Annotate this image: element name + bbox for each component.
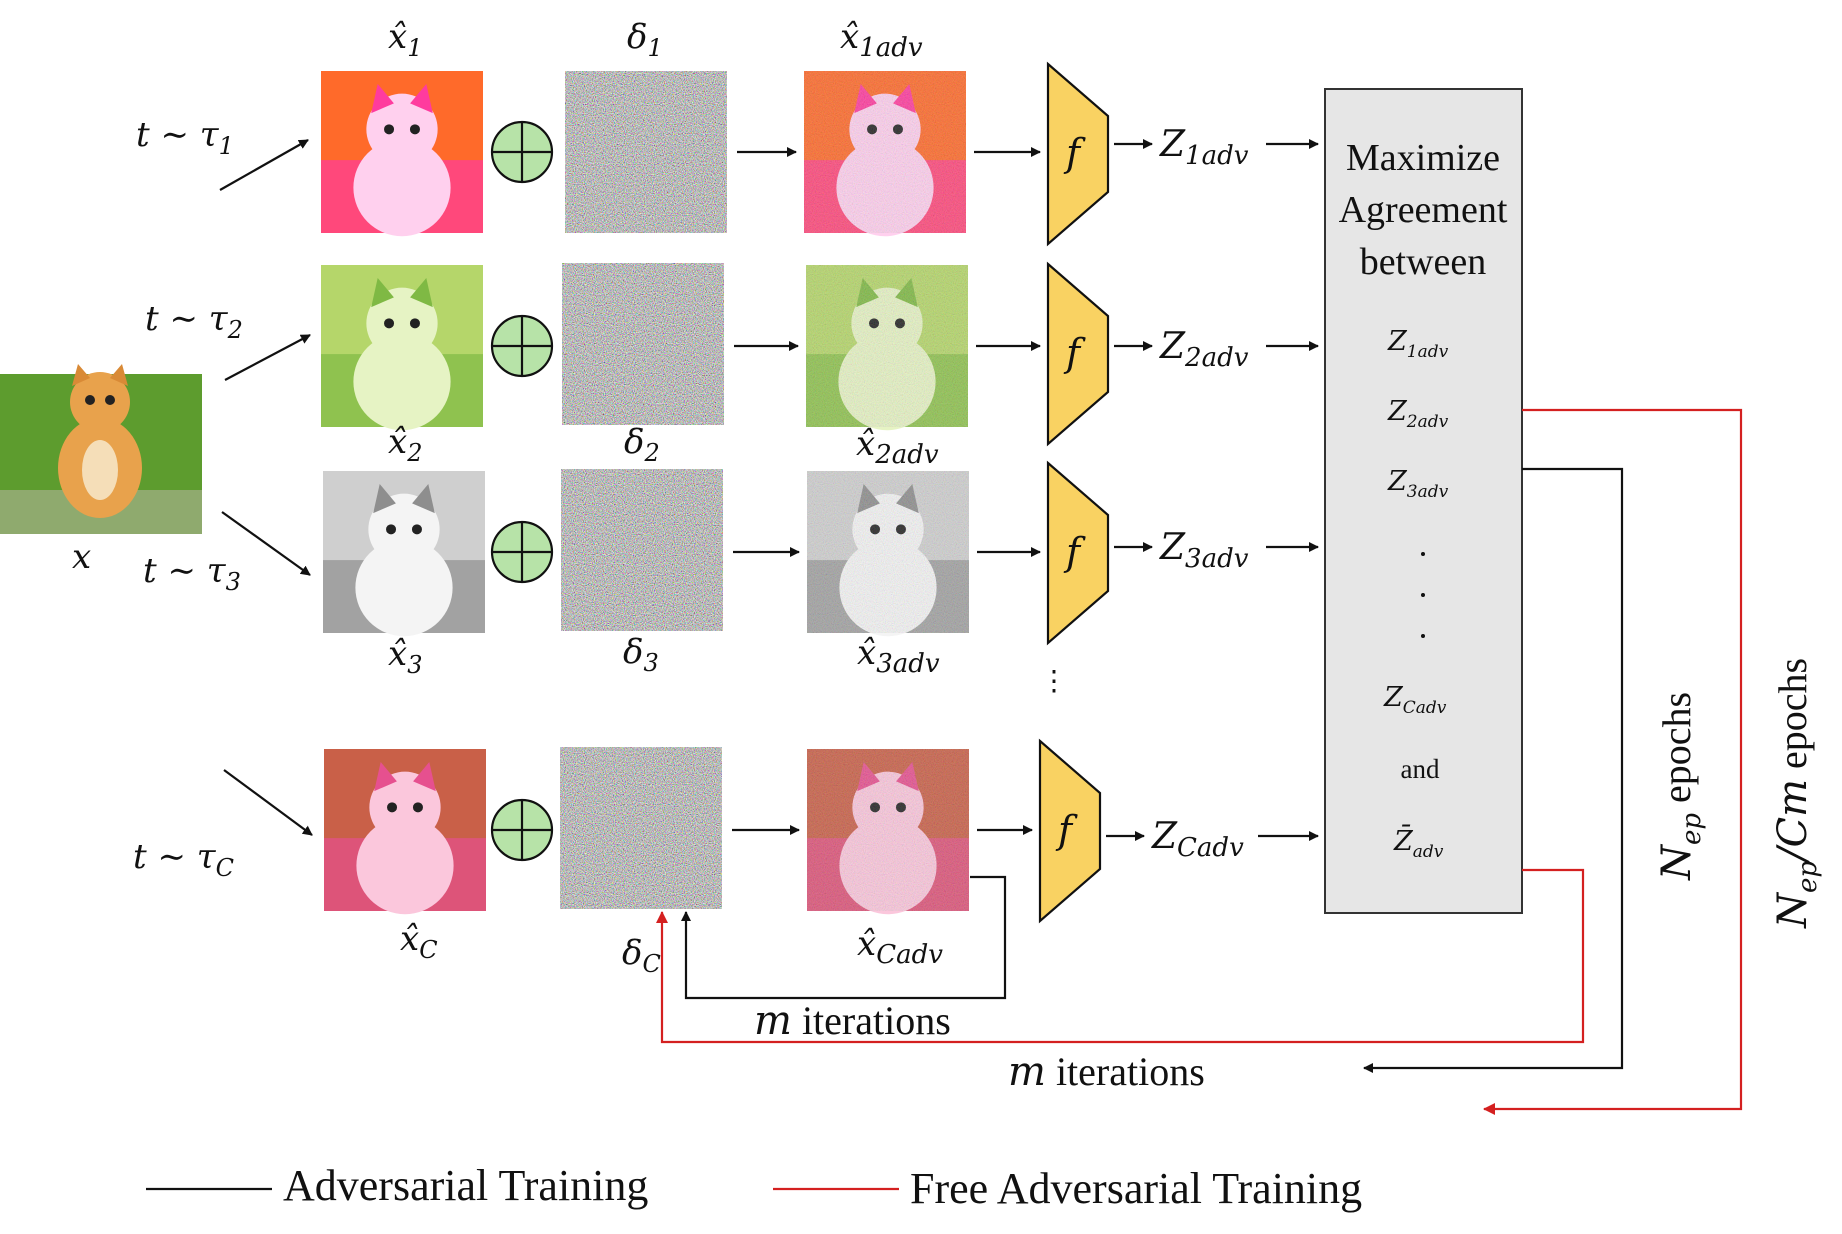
row-1 [321,61,1319,247]
agreement-z1: Z1adv [1387,326,1449,362]
encoder-f-C [1038,738,1102,924]
xhat-image-2 [321,265,483,431]
xhat-image-C [324,749,486,915]
outer-loop-label: m iterations [1008,1049,1205,1095]
agreement-z3: Z3adv [1387,466,1449,502]
oplus-icon-C [490,798,554,862]
oplus-icon-3 [490,520,554,584]
row-2 [321,261,1319,447]
xadv-image-3 [807,471,969,637]
transform-label-1: t ∼ τ1 [136,115,234,160]
z-label-2: Z2adv [1159,326,1249,373]
xadv-image-1 [804,71,966,237]
xadv-label-2: x̂2adv [856,424,939,470]
xadv-label-3: x̂3adv [857,633,940,679]
arrow-t2 [224,334,311,381]
xadv-label-1: x̂1adv [840,17,923,63]
xhat-label-3: x̂3 [388,634,422,679]
agreement-title-2: Agreement [1339,189,1508,231]
agreement-and: and [1401,754,1440,784]
xhat-image-3 [323,471,485,637]
perturbation-delta-C [560,747,722,909]
free-inner-loop-line [656,868,1585,1044]
delta-label-1: δ1 [627,17,663,62]
encoder-f-2 [1046,261,1110,447]
z-label-1: Z1adv [1159,124,1249,171]
xadv-label-C: x̂Cadv [857,924,943,970]
inner-loop-line [681,875,1007,1000]
transform-label-2: t ∼ τ2 [145,299,243,344]
nep-cm-epochs-label: Nep/Cmepochs [1770,658,1823,929]
z-label-C: ZCadv [1151,816,1244,863]
agreement-title-3: between [1360,241,1487,283]
agreement-dots [1421,552,1425,638]
encoder-f-1 [1046,61,1110,247]
delta-label-C: δC [622,933,661,978]
agreement-zC: ZCadv [1383,682,1447,718]
row-3 [323,460,1319,646]
free-outer-loop-line [1483,408,1743,1115]
delta-label-2: δ2 [624,422,660,467]
transform-label-C: t ∼ τC [133,837,234,882]
encoder-f-3 [1046,460,1110,646]
xhat-image-1 [321,71,483,237]
z-label-3: Z3adv [1159,527,1249,574]
xhat-label-C: x̂C [400,919,438,964]
input-label: x [72,537,91,577]
perturbation-delta-3 [561,469,723,631]
arrow-t3 [221,511,311,576]
agreement-title-1: Maximize [1346,137,1500,179]
perturbation-delta-2 [562,263,724,425]
agreement-zbar: Z̄adv [1393,823,1444,862]
row-ellipsis: ⋮ [1040,666,1068,697]
xadv-image-C [807,749,969,915]
legend-free-label: Free Adversarial Training [910,1164,1362,1213]
delta-label-3: δ3 [623,632,659,677]
arrow-t1 [219,139,309,191]
agreement-box [1324,88,1523,914]
inner-loop-label: m iterations [754,998,951,1044]
xhat-label-1: x̂1 [388,17,422,62]
input-image [0,364,202,534]
oplus-icon-2 [490,314,554,378]
xhat-label-2: x̂2 [388,422,422,467]
xadv-image-2 [806,265,968,431]
agreement-z2: Z2adv [1387,396,1449,432]
arrow-tC [223,769,313,836]
outer-loop-line [1363,467,1624,1073]
transform-label-3: t ∼ τ3 [143,551,241,596]
row-C [324,738,1319,924]
legend-adv-label: Adversarial Training [283,1161,648,1210]
perturbation-delta-1 [565,71,727,233]
oplus-icon-1 [490,120,554,184]
nep-epochs-label: Nepepochs [1654,692,1707,881]
